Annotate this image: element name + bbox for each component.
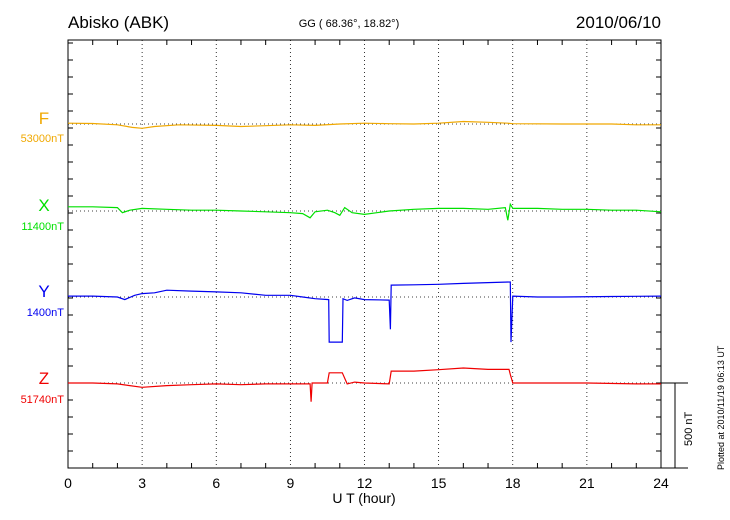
trace-x <box>68 202 662 221</box>
x-tick-label: 9 <box>286 475 294 491</box>
coordinates-subtitle: GG ( 68.36°, 18.82°) <box>299 18 400 30</box>
series-baseline-f: 53000nT <box>21 133 65 145</box>
series-baseline-z: 51740nT <box>21 394 65 406</box>
trace-f <box>67 120 661 129</box>
scale-bar-label: 500 nT <box>683 411 695 446</box>
traces <box>67 120 662 402</box>
x-tick-label: 18 <box>505 475 521 491</box>
x-tick-label: 12 <box>357 475 373 491</box>
series-name-x: X <box>38 196 49 215</box>
x-tick-label: 0 <box>64 475 72 491</box>
plot-frame <box>67 39 662 469</box>
x-tick-label: 15 <box>431 475 447 491</box>
series-baseline-x: 11400nT <box>21 221 64 233</box>
x-tick-label: 21 <box>579 475 595 491</box>
x-tick-label: 6 <box>212 475 220 491</box>
series-name-y: Y <box>38 282 49 301</box>
x-tick-label: 3 <box>138 475 146 491</box>
series-labels: F 53000nT X 11400nT Y 1400nT Z 51740nT <box>21 109 65 406</box>
x-axis-label: U T (hour) <box>332 490 395 506</box>
series-baseline-y: 1400nT <box>27 307 65 319</box>
series-name-f: F <box>39 109 49 128</box>
axes: 0 3 6 9 12 15 18 21 24 500 nT <box>64 39 695 491</box>
station-title: Abisko (ABK) <box>68 13 169 32</box>
trace-y <box>68 281 662 343</box>
x-tick-label: 24 <box>653 475 669 491</box>
date-label: 2010/06/10 <box>576 13 661 32</box>
series-name-z: Z <box>39 369 49 388</box>
grid <box>68 40 661 468</box>
plot-timestamp: Plotted at 2010/11/19 06:13 UT <box>716 345 726 470</box>
trace-z <box>68 367 661 402</box>
